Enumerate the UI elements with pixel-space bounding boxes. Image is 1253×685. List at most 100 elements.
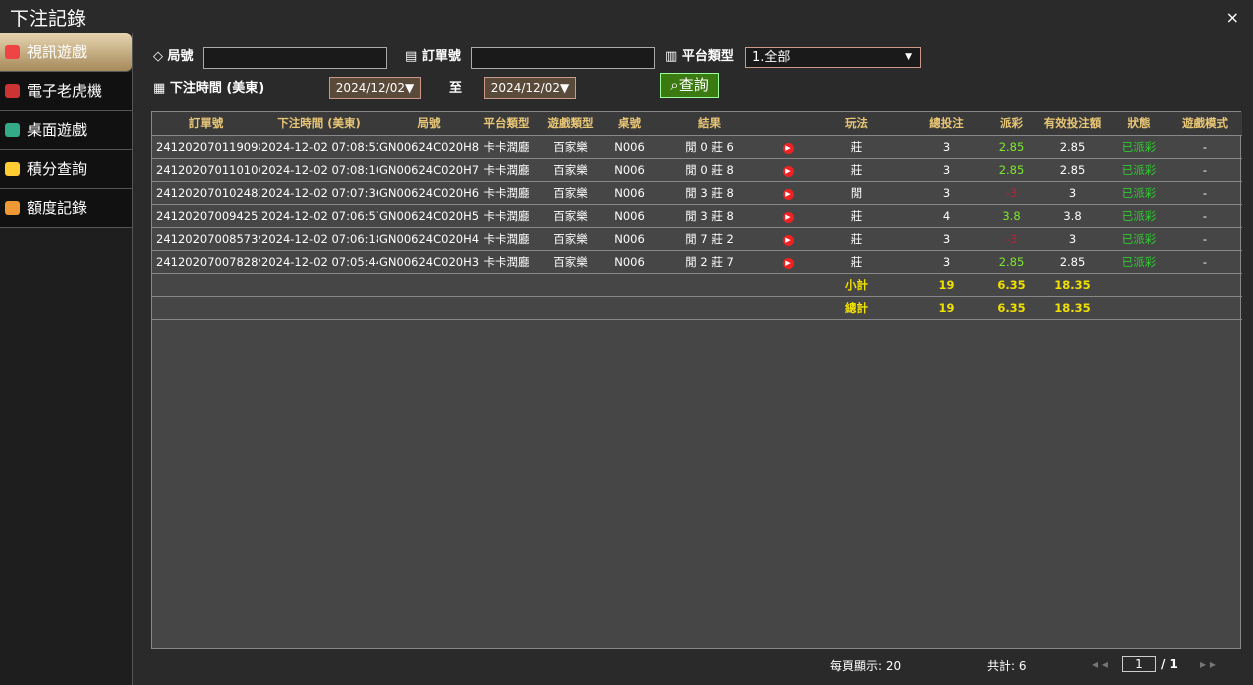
video-cell: ▶: [768, 158, 808, 182]
cell: 3: [905, 181, 988, 205]
cell: 241202070119098: [152, 135, 260, 159]
column-header-icon: [768, 112, 808, 136]
summary-row: 總計 19 6.35 18.35: [152, 296, 1242, 320]
play-button[interactable]: ▶: [782, 143, 794, 154]
summary-row: 小計 19 6.35 18.35: [152, 273, 1242, 297]
cell: 2024-12-02 07:06:18: [260, 227, 378, 251]
page-input[interactable]: 1: [1122, 656, 1156, 672]
close-button[interactable]: ×: [1225, 8, 1239, 27]
column-header: 派彩: [988, 112, 1035, 136]
round-input[interactable]: [203, 47, 387, 69]
window-title: 下注記錄: [10, 8, 87, 30]
cell: 已派彩: [1110, 135, 1168, 159]
cell: -: [1168, 204, 1242, 228]
summary-cell: 19: [905, 273, 988, 297]
platform-label-text: 平台類型: [681, 49, 734, 64]
table-body: 241202070119098 2024-12-02 07:08:52 GN0062…: [152, 135, 1242, 320]
cell: N006: [608, 250, 651, 274]
cell: 百家樂: [533, 250, 608, 274]
date-from[interactable]: 2024/12/02▼: [329, 77, 421, 99]
play-button[interactable]: ▶: [782, 258, 794, 269]
pager-prev[interactable]: ◂ ◂: [1092, 657, 1108, 671]
table-row: 241202070085739 2024-12-02 07:06:18 GN0062…: [152, 227, 1242, 251]
table-row: 241202070102483 2024-12-02 07:07:36 GN0062…: [152, 181, 1242, 205]
menu-icon: [5, 201, 20, 215]
cell: GN00624C020H8: [378, 135, 480, 159]
cell: GN00624C020H4: [378, 227, 480, 251]
cell: [1110, 273, 1242, 297]
order-input[interactable]: [471, 47, 655, 69]
cell: -: [1168, 135, 1242, 159]
table-row: 241202070119098 2024-12-02 07:08:52 GN0062…: [152, 135, 1242, 159]
play-button[interactable]: ▶: [782, 189, 794, 200]
column-header: 總投注: [905, 112, 988, 136]
cell: GN00624C020H6: [378, 181, 480, 205]
column-header: 下注時間 (美東): [260, 112, 378, 136]
column-header: 結果: [651, 112, 768, 136]
cell: 卡卡潤廳: [480, 181, 533, 205]
cell: 卡卡潤廳: [480, 227, 533, 251]
cell: 2.85: [988, 135, 1035, 159]
cell: 3.8: [988, 204, 1035, 228]
to-label: 至: [449, 81, 463, 96]
menu-item[interactable]: 積分查詢: [0, 150, 132, 189]
cell: 2.85: [988, 158, 1035, 182]
order-label: ▤ 訂單號: [405, 49, 461, 64]
cell: 241202070085739: [152, 227, 260, 251]
cell: GN00624C020H3: [378, 250, 480, 274]
cell: 莊: [808, 204, 905, 228]
cell: 莊: [808, 158, 905, 182]
column-header: 桌號: [608, 112, 651, 136]
play-button[interactable]: ▶: [782, 235, 794, 246]
cell: -3: [988, 181, 1035, 205]
cell: 閒 7 莊 2: [651, 227, 768, 251]
cell: 3: [905, 250, 988, 274]
column-header: 有效投注額: [1035, 112, 1110, 136]
video-cell: ▶: [768, 227, 808, 251]
summary-cell: 18.35: [1035, 273, 1110, 297]
time-label-text: 下注時間 (美東): [169, 81, 265, 96]
menu-item[interactable]: 額度記錄: [0, 189, 132, 228]
cell: [152, 273, 808, 297]
total-count: 共計: 6: [987, 659, 1027, 673]
cell: 閒 0 莊 6: [651, 135, 768, 159]
table-row: 241202070078289 2024-12-02 07:05:44 GN0062…: [152, 250, 1242, 274]
column-header: 訂單號: [152, 112, 260, 136]
cell: 已派彩: [1110, 227, 1168, 251]
cell: 3: [1035, 181, 1110, 205]
cell: GN00624C020H5: [378, 204, 480, 228]
cell: 莊: [808, 227, 905, 251]
summary-cell: 19: [905, 296, 988, 320]
play-button[interactable]: ▶: [782, 212, 794, 223]
column-header: 遊戲模式: [1168, 112, 1242, 136]
play-button[interactable]: ▶: [782, 166, 794, 177]
table-row: 241202070110106 2024-12-02 07:08:10 GN0062…: [152, 158, 1242, 182]
video-cell: ▶: [768, 250, 808, 274]
round-label-text: 局號: [167, 49, 194, 64]
header-row: 訂單號 下注時間 (美東) 局號 平台類型 遊戲類型 桌號 結果 玩法 總投注 派彩 有效投注額 狀態…: [152, 112, 1242, 136]
pager-next[interactable]: ▸ ▸: [1200, 657, 1216, 671]
time-label: ▦ 下注時間 (美東): [153, 81, 265, 96]
query-button[interactable]: ⌕查詢: [660, 73, 719, 98]
cell: 已派彩: [1110, 181, 1168, 205]
cell: 2024-12-02 07:06:57: [260, 204, 378, 228]
page-count: / 1: [1161, 657, 1178, 671]
cell: 卡卡潤廳: [480, 204, 533, 228]
menu-icon: [5, 45, 20, 59]
cell: 百家樂: [533, 158, 608, 182]
menu-label: 積分查詢: [27, 160, 88, 178]
menu-item[interactable]: 桌面遊戲: [0, 111, 132, 150]
sidebar: 視訊遊戲電子老虎機桌面遊戲積分查詢額度記錄: [0, 33, 133, 685]
cell: 卡卡潤廳: [480, 250, 533, 274]
menu-item[interactable]: 電子老虎機: [0, 72, 132, 111]
cell: 241202070110106: [152, 158, 260, 182]
menu-item[interactable]: 視訊遊戲: [0, 33, 132, 72]
platform-select[interactable]: 1.全部 ▼: [745, 47, 921, 68]
date-to[interactable]: 2024/12/02▼: [484, 77, 576, 99]
summary-cell: 6.35: [988, 273, 1035, 297]
cell: 241202070102483: [152, 181, 260, 205]
menu-label: 電子老虎機: [27, 82, 103, 100]
cell: 4: [905, 204, 988, 228]
summary-cell: 6.35: [988, 296, 1035, 320]
